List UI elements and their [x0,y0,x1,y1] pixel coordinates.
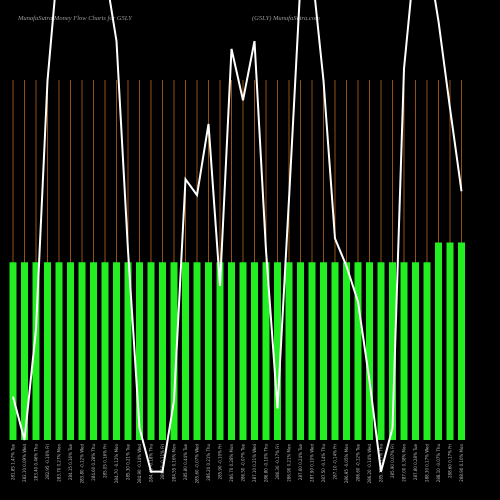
x-tick-label: 285.05 0.16% Fri [103,444,108,478]
bar [32,262,40,440]
bar [90,262,97,440]
bar [262,262,270,440]
bar [435,242,442,440]
bar [9,262,17,440]
bar [412,262,419,440]
bar [274,262,281,440]
bar [21,262,28,440]
bar [366,262,373,440]
x-tick-label: 286.60 -0.12% Tue [356,443,361,481]
x-tick-label: 286.95 -0.05% Mon [344,444,349,484]
x-tick-label: 284.70 -0.12% Mon [114,444,119,484]
bar [239,262,247,440]
bar [44,262,51,440]
x-tick-label: 288.10 -0.07% Thu [436,444,441,483]
bar [193,262,201,440]
x-tick-label: 288.90 0.10% Mon [459,444,464,482]
bar [458,242,465,440]
bar [205,262,212,440]
x-tick-label: 287.00 0.38% Mon [402,444,407,482]
bar [285,262,293,440]
x-tick-label: 285.60 -0.07% Wed [195,444,200,484]
x-tick-label: 281.85 1.47% Tue [11,443,16,480]
x-tick-label: 287.80 0.28% Tue [413,443,418,480]
x-tick-label: 288.30 0.17% Wed [425,444,430,482]
bar [389,262,396,440]
bar [320,262,327,440]
bar [101,262,109,440]
bar [55,262,63,440]
x-tick-label: 286.50 -0.07% Tue [241,443,246,481]
bar [423,262,431,440]
bar [331,262,339,440]
bar [343,262,350,440]
x-tick-label: 284.15 0.16% Tue [68,443,73,480]
bar [216,262,224,440]
x-tick-label: 286.80 -0.10% Thu [264,444,269,483]
x-tick-label: 285.80 0.44% Tue [183,443,188,480]
x-tick-label: 284.40 -0.18% Thu [149,444,154,483]
x-tick-label: 286.20 -0.14% Wed [367,444,372,484]
bar [400,262,408,440]
x-tick-label: 285.90 0.07% Fri [390,444,395,478]
bar [446,242,454,440]
bar [147,262,155,440]
x-tick-label: 283.40 0.46% Thu [34,444,39,481]
bar [124,262,132,440]
x-tick-label: 287.60 0.24% Tue [298,443,303,480]
chart-subtitle: (G5LY) MunafaSutra.com [252,15,320,22]
bar [377,262,385,440]
x-tick-label: 287.10 0.21% Wed [252,444,257,482]
bar [78,262,86,440]
bar [170,262,178,440]
x-tick-label: 282.95 -0.16% Fri [45,444,50,479]
bar [159,262,166,440]
x-tick-label: 287.50 -0.14% Thu [321,444,326,483]
x-tick-label: 284.55 0.16% Mon [172,444,177,482]
x-tick-label: 282.10 0.09% Wed [22,444,27,482]
x-tick-label: 285.90 -0.10% Fri [218,444,223,479]
x-tick-label: 287.90 0.10% Wed [310,444,315,482]
x-tick-label: 285.30 0.21% Tue [126,443,131,480]
x-tick-label: 286.90 0.21% Mon [287,444,292,482]
x-tick-label: 287.10 -0.14% Fri [333,444,338,479]
bar [136,262,143,440]
money-flow-line [12,0,463,473]
chart-title: MunafaSutra Money Flow Charts for G5LY [17,15,133,22]
bar [182,262,189,440]
bar [113,262,120,440]
x-tick-label: 285.70 -0.17% Thu [379,444,384,483]
x-tick-label: 284.10 -0.11% Fri [160,444,165,479]
bar [308,262,316,440]
x-tick-label: 284.60 0.28% Thu [91,444,96,481]
x-tick-label: 286.20 0.21% Thu [206,444,211,481]
x-tick-label: 286.30 -0.17% Fri [275,444,280,479]
x-tick-label: 284.90 -0.14% Wed [137,444,142,484]
x-tick-label: 283.70 0.27% Mon [57,444,62,482]
bar [251,262,258,440]
bar [297,262,304,440]
x-tick-label: 288.60 0.17% Fri [448,444,453,478]
x-tick-label: 283.80 -0.12% Wed [80,444,85,484]
bar [354,262,362,440]
bar [67,262,74,440]
bar [228,262,235,440]
x-tick-label: 286.70 0.28% Mon [229,444,234,482]
